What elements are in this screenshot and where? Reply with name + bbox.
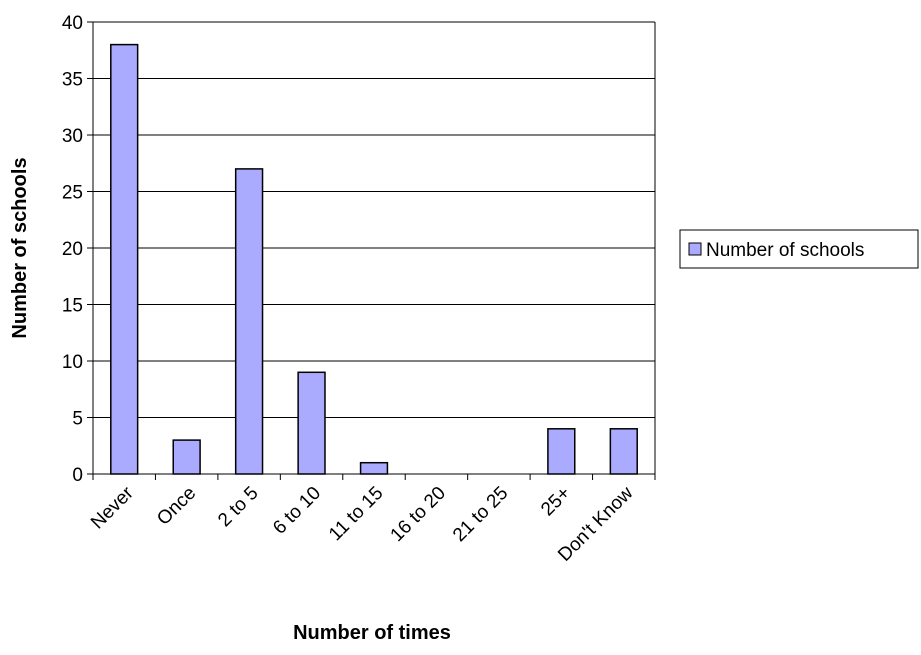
y-tick-labels: 0 5 10 15 20 25 30 35 40: [62, 13, 93, 486]
bar: [234, 168, 264, 475]
gridlines: [93, 21, 655, 418]
x-axis-title: Number of times: [293, 622, 451, 644]
bar: [609, 428, 638, 475]
legend-swatch: [688, 242, 702, 256]
y-tick-label: 5: [72, 409, 83, 430]
legend-border: [679, 229, 919, 269]
x-tick-label: 25+: [537, 483, 575, 521]
x-tick-label: 2 to 5: [214, 483, 262, 531]
y-tick-label: 35: [62, 70, 83, 91]
y-tick-label: 30: [62, 126, 83, 147]
bar: [110, 43, 139, 475]
y-tick-label: 15: [62, 296, 83, 317]
bar: [547, 428, 576, 475]
bars: [110, 43, 638, 475]
legend-label: Number of schools: [706, 240, 864, 261]
x-tick-label: 21 to 25: [449, 483, 512, 546]
x-tick-label: Never: [87, 482, 138, 533]
bar: [172, 439, 201, 475]
x-tick-label: 6 to 10: [269, 483, 325, 539]
y-axis-title: Number of schools: [9, 157, 31, 338]
x-tick-label: 11 to 15: [325, 483, 387, 545]
legend: Number of schools: [679, 229, 919, 269]
y-tick-label: 25: [62, 183, 83, 204]
y-tick-label: 0: [72, 465, 83, 486]
y-tick-label: 40: [62, 13, 83, 34]
x-tick-label: 16 to 20: [387, 483, 450, 546]
y-tick-label: 10: [62, 352, 83, 373]
y-tick-label: 20: [62, 239, 83, 260]
bar: [297, 371, 326, 475]
x-tick-label: Once: [153, 483, 200, 530]
bar: [359, 461, 389, 475]
